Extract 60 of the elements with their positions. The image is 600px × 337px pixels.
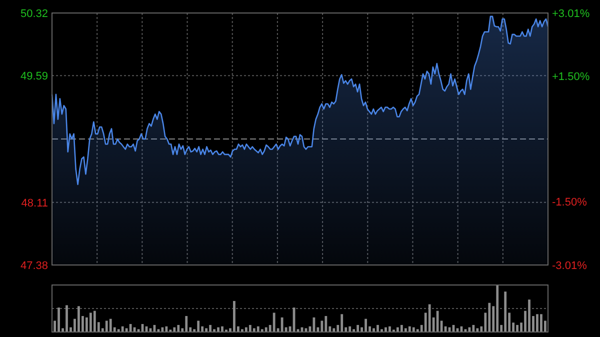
y2-tick-label: -1.50%	[552, 196, 588, 209]
bar	[416, 329, 419, 332]
bar	[428, 304, 431, 332]
bar	[348, 326, 352, 332]
bar	[540, 314, 542, 332]
bar	[280, 317, 284, 332]
bar	[472, 324, 475, 332]
y-tick-label: 49.59	[20, 70, 48, 82]
bar	[436, 310, 439, 332]
bar	[272, 312, 276, 332]
bar	[528, 300, 530, 332]
bar	[400, 324, 403, 332]
bar	[504, 292, 507, 332]
bar	[109, 318, 112, 332]
bar	[536, 314, 538, 332]
bar	[260, 329, 264, 332]
bar	[240, 329, 244, 332]
bar	[213, 329, 216, 332]
bar	[488, 302, 491, 332]
y-tick-label: 50.32	[20, 8, 48, 20]
bar	[205, 328, 208, 332]
bar	[380, 329, 383, 332]
y2-tick-label: -3.01%	[552, 260, 588, 272]
y-tick-label: 47.38	[20, 260, 48, 272]
bar	[372, 328, 375, 332]
bar	[408, 326, 411, 332]
bar	[185, 316, 188, 332]
y2-tick-label: +3.01%	[552, 8, 590, 20]
bar	[93, 310, 96, 332]
bar	[105, 320, 108, 332]
bar	[248, 324, 252, 332]
bar	[340, 314, 344, 332]
bar	[221, 326, 224, 332]
bar	[516, 324, 518, 332]
bar	[256, 326, 260, 332]
bar	[332, 328, 336, 332]
bar	[376, 324, 379, 332]
bar	[404, 328, 407, 332]
bar	[388, 326, 391, 332]
bar	[364, 318, 367, 332]
bar	[89, 312, 92, 332]
bar	[125, 328, 128, 332]
bar	[165, 326, 168, 332]
bar	[78, 306, 80, 332]
bar	[324, 316, 328, 332]
bar	[197, 320, 200, 332]
bar	[177, 324, 180, 332]
bar	[233, 300, 236, 332]
bar	[66, 305, 68, 332]
bar	[352, 329, 356, 332]
bar	[356, 324, 360, 332]
bar	[117, 329, 120, 332]
bar	[496, 285, 499, 332]
y2-tick-label: +1.50%	[552, 71, 590, 84]
bar	[58, 308, 60, 332]
bar	[476, 328, 479, 332]
bar	[209, 324, 212, 332]
y-tick-label: 48.11	[21, 197, 48, 210]
bar	[121, 326, 124, 332]
bar	[252, 328, 256, 332]
